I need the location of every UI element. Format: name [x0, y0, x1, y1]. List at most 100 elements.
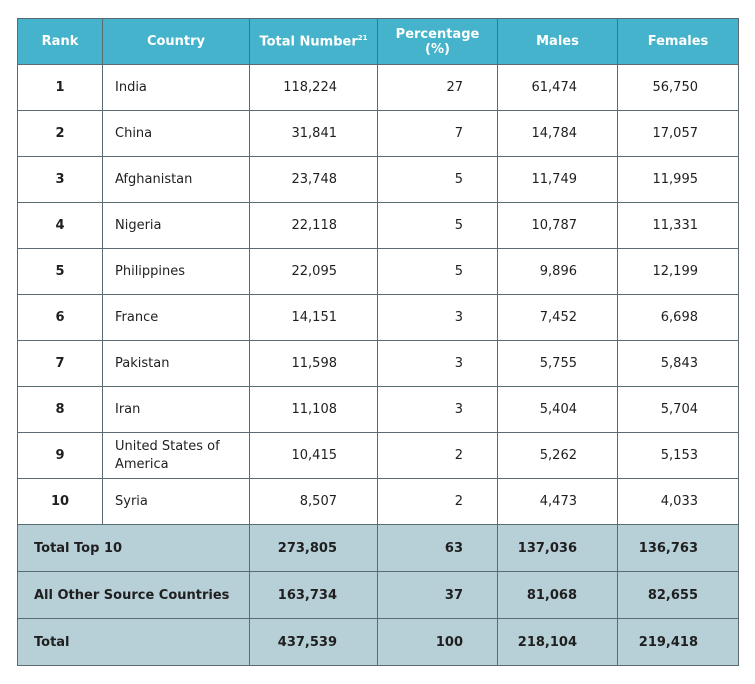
summary-total-cell: 163,734: [249, 571, 378, 619]
header-row: Rank Country Total Number21 Percentage (…: [17, 18, 739, 65]
percentage-cell: 3: [377, 386, 498, 433]
males-cell: 7,452: [497, 294, 618, 341]
country-cell: India: [102, 64, 250, 111]
rank-cell: 7: [17, 340, 103, 387]
males-cell: 14,784: [497, 110, 618, 157]
summary-percentage-cell: 63: [377, 524, 498, 572]
summary-label-cell: Total Top 10: [17, 524, 250, 572]
rank-cell: 6: [17, 294, 103, 341]
males-cell: 9,896: [497, 248, 618, 295]
header-rank: Rank: [17, 18, 103, 65]
country-cell: United States of America: [102, 432, 250, 479]
table-row: 7 Pakistan 11,598 3 5,755 5,843: [17, 340, 739, 387]
summary-row: Total 437,539 100 218,104 219,418: [17, 618, 739, 666]
males-cell: 5,404: [497, 386, 618, 433]
header-total-number: Total Number21: [249, 18, 378, 65]
males-cell: 5,755: [497, 340, 618, 387]
country-cell: Pakistan: [102, 340, 250, 387]
females-cell: 56,750: [617, 64, 739, 111]
summary-males-cell: 137,036: [497, 524, 618, 572]
summary-total-cell: 437,539: [249, 618, 378, 666]
females-cell: 11,995: [617, 156, 739, 203]
rank-cell: 1: [17, 64, 103, 111]
males-cell: 4,473: [497, 478, 618, 525]
females-cell: 6,698: [617, 294, 739, 341]
table-row: 5 Philippines 22,095 5 9,896 12,199: [17, 248, 739, 295]
country-cell: France: [102, 294, 250, 341]
table-row: 3 Afghanistan 23,748 5 11,749 11,995: [17, 156, 739, 203]
percentage-cell: 5: [377, 156, 498, 203]
total-cell: 11,108: [249, 386, 378, 433]
males-cell: 10,787: [497, 202, 618, 249]
summary-row: All Other Source Countries 163,734 37 81,06…: [17, 571, 739, 619]
total-cell: 11,598: [249, 340, 378, 387]
table-header: Rank Country Total Number21 Percentage (…: [17, 18, 739, 65]
rank-cell: 4: [17, 202, 103, 249]
summary-females-cell: 136,763: [617, 524, 739, 572]
summary-females-cell: 82,655: [617, 571, 739, 619]
total-cell: 118,224: [249, 64, 378, 111]
total-cell: 8,507: [249, 478, 378, 525]
percentage-cell: 2: [377, 478, 498, 525]
summary-label-cell: All Other Source Countries: [17, 571, 250, 619]
table-row: 10 Syria 8,507 2 4,473 4,033: [17, 478, 739, 525]
females-cell: 17,057: [617, 110, 739, 157]
percentage-cell: 5: [377, 248, 498, 295]
total-cell: 22,095: [249, 248, 378, 295]
males-cell: 11,749: [497, 156, 618, 203]
total-cell: 23,748: [249, 156, 378, 203]
rank-cell: 8: [17, 386, 103, 433]
country-cell: Philippines: [102, 248, 250, 295]
percentage-cell: 2: [377, 432, 498, 479]
summary-percentage-cell: 100: [377, 618, 498, 666]
table-row: 2 China 31,841 7 14,784 17,057: [17, 110, 739, 157]
total-cell: 22,118: [249, 202, 378, 249]
table-row: 8 Iran 11,108 3 5,404 5,704: [17, 386, 739, 433]
total-cell: 31,841: [249, 110, 378, 157]
females-cell: 5,153: [617, 432, 739, 479]
summary-label-cell: Total: [17, 618, 250, 666]
summary-females-cell: 219,418: [617, 618, 739, 666]
total-cell: 10,415: [249, 432, 378, 479]
header-total-label: Total Number: [259, 34, 358, 50]
header-males: Males: [497, 18, 618, 65]
summary-males-cell: 81,068: [497, 571, 618, 619]
males-cell: 61,474: [497, 64, 618, 111]
footnote-marker: 21: [357, 33, 368, 42]
summary-row: Total Top 10 273,805 63 137,036 136,763: [17, 524, 739, 572]
table-row: 9 United States of America 10,415 2 5,262 5,1…: [17, 432, 739, 479]
table-row: 1 India 118,224 27 61,474 56,750: [17, 64, 739, 111]
rank-cell: 5: [17, 248, 103, 295]
summary-percentage-cell: 37: [377, 571, 498, 619]
country-cell: Nigeria: [102, 202, 250, 249]
females-cell: 4,033: [617, 478, 739, 525]
summary-males-cell: 218,104: [497, 618, 618, 666]
percentage-cell: 3: [377, 294, 498, 341]
percentage-cell: 3: [377, 340, 498, 387]
females-cell: 5,843: [617, 340, 739, 387]
summary-total-cell: 273,805: [249, 524, 378, 572]
header-country: Country: [102, 18, 250, 65]
percentage-cell: 27: [377, 64, 498, 111]
total-cell: 14,151: [249, 294, 378, 341]
country-cell: China: [102, 110, 250, 157]
males-cell: 5,262: [497, 432, 618, 479]
rank-cell: 10: [17, 478, 103, 525]
rank-cell: 9: [17, 432, 103, 479]
females-cell: 12,199: [617, 248, 739, 295]
percentage-cell: 5: [377, 202, 498, 249]
country-cell: Afghanistan: [102, 156, 250, 203]
table-body: 1 India 118,224 27 61,474 56,750 2 China 31,841 7…: [17, 64, 739, 666]
females-cell: 11,331: [617, 202, 739, 249]
table-row: 6 France 14,151 3 7,452 6,698: [17, 294, 739, 341]
table-row: 4 Nigeria 22,118 5 10,787 11,331: [17, 202, 739, 249]
country-cell: Iran: [102, 386, 250, 433]
header-percentage: Percentage (%): [377, 18, 498, 65]
source-countries-table: Rank Country Total Number21 Percentage (…: [17, 18, 739, 666]
females-cell: 5,704: [617, 386, 739, 433]
header-females: Females: [617, 18, 739, 65]
percentage-cell: 7: [377, 110, 498, 157]
rank-cell: 2: [17, 110, 103, 157]
rank-cell: 3: [17, 156, 103, 203]
table-container: Rank Country Total Number21 Percentage (…: [17, 18, 739, 666]
